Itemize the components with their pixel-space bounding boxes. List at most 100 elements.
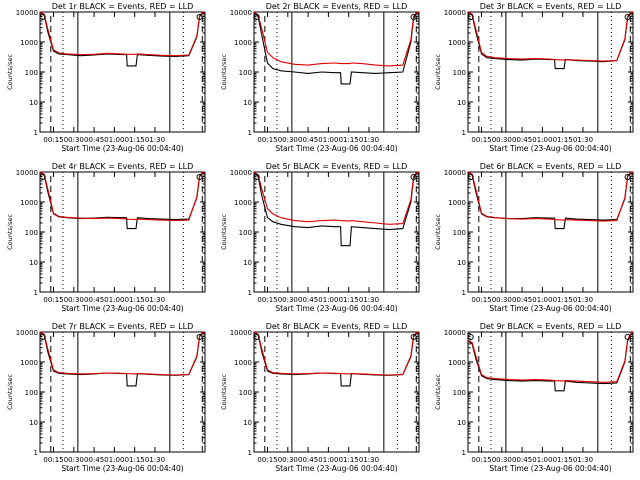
x-tick-label: 01:00 [104,456,124,464]
series-lld-line [39,171,206,222]
y-tick-label: 1 [248,289,252,297]
y-axis-label: Counts/sec [434,214,442,250]
x-tick-label: 00:45 [84,456,104,464]
y-tick-label: 10 [457,419,466,427]
x-tick-label: 01:00 [104,296,124,304]
y-tick-label: 1000 [448,359,466,367]
x-tick-label: 00:45 [512,296,532,304]
x-tick-label: 00:30 [278,456,298,464]
x-tick-label: 01:00 [318,136,338,144]
panel-det-3: Det 3r BLACK = Events, RED = LLD 1 10 100 10… [434,2,634,153]
series-lld-line [39,11,206,57]
y-tick-label: 100 [25,69,38,77]
x-axis-label: Start Time (23-Aug-06 00:04:40) [275,144,397,153]
y-tick-label: 1000 [234,199,252,207]
start-marker [39,174,46,180]
x-tick-label: 00:15 [257,296,277,304]
panel-title: Det 8r BLACK = Events, RED = LLD [266,322,408,331]
y-tick-label: 1 [34,289,38,297]
x-tick-label: 00:30 [492,136,512,144]
x-tick-label: 01:00 [104,136,124,144]
y-tick-label: 100 [239,229,252,237]
y-tick-label: 1 [248,449,252,457]
x-axis-label: Start Time (23-Aug-06 00:04:40) [275,464,397,473]
x-tick-label: 00:30 [64,296,84,304]
y-axis-label: Counts/sec [220,374,228,410]
plot-frame [253,171,420,293]
series-events-line [253,331,420,387]
series-events-line [253,11,420,85]
y-tick-label: 100 [25,389,38,397]
x-tick-label: 00:45 [298,136,318,144]
y-axis-label: Counts/sec [6,214,14,250]
start-marker [253,174,260,180]
x-tick-label: 00:30 [492,296,512,304]
x-tick-label: 00:45 [512,456,532,464]
x-tick-label: 00:15 [43,136,63,144]
panel-det-6: Det 6r BLACK = Events, RED = LLD 1 10 100 10… [434,162,634,313]
x-tick-label: 01:30 [573,296,593,304]
y-tick-label: 10000 [230,329,252,337]
y-tick-label: 10 [29,259,38,267]
x-tick-label: 01:15 [125,296,145,304]
end-marker [196,334,203,340]
x-tick-label: 01:00 [318,456,338,464]
y-tick-label: 100 [453,69,466,77]
y-tick-label: 10000 [230,9,252,17]
panel-title: Det 1r BLACK = Events, RED = LLD [52,2,194,11]
y-axis-label: Counts/sec [434,374,442,410]
start-marker [253,334,260,340]
x-tick-label: 00:45 [84,136,104,144]
end-marker [410,174,417,180]
series-lld-line [467,11,634,62]
panel-title: Det 9r BLACK = Events, RED = LLD [480,322,622,331]
panel-det-8: Det 8r BLACK = Events, RED = LLD 1 10 100 10… [220,322,420,473]
x-tick-label: 01:15 [125,136,145,144]
y-tick-label: 1000 [20,39,38,47]
series-events-line [39,11,206,67]
x-axis-label: Start Time (23-Aug-06 00:04:40) [489,304,611,313]
panel-title: Det 5r BLACK = Events, RED = LLD [266,162,408,171]
panel-title: Det 3r BLACK = Events, RED = LLD [480,2,622,11]
y-tick-label: 100 [239,389,252,397]
panel-det-2: Det 2r BLACK = Events, RED = LLD 1 10 100 10… [220,2,420,153]
panel-title: Det 7r BLACK = Events, RED = LLD [52,322,194,331]
plot-frame [467,11,634,133]
end-marker [624,174,631,180]
x-tick-label: 01:15 [339,136,359,144]
x-tick-label: 01:00 [532,136,552,144]
y-tick-label: 10000 [16,9,38,17]
series-lld-line [253,11,420,67]
y-tick-label: 100 [25,229,38,237]
x-tick-label: 00:30 [64,136,84,144]
y-tick-label: 100 [239,69,252,77]
x-tick-label: 01:30 [573,456,593,464]
y-tick-label: 1000 [20,199,38,207]
y-tick-label: 10 [243,419,252,427]
plot-frame [39,11,206,133]
y-tick-label: 1 [34,129,38,137]
x-tick-label: 01:15 [125,456,145,464]
x-tick-label: 00:45 [512,136,532,144]
x-tick-label: 00:30 [492,456,512,464]
series-events-line [253,171,420,247]
x-axis-label: Start Time (23-Aug-06 00:04:40) [61,144,183,153]
x-tick-label: 00:15 [257,136,277,144]
x-tick-label: 01:00 [532,296,552,304]
x-tick-label: 01:30 [145,456,165,464]
x-tick-label: 00:15 [471,456,491,464]
x-tick-label: 01:30 [359,296,379,304]
start-marker [253,14,260,20]
x-tick-label: 00:15 [257,456,277,464]
x-tick-label: 01:30 [359,456,379,464]
x-tick-label: 01:15 [339,296,359,304]
y-tick-label: 1000 [448,39,466,47]
x-tick-label: 01:30 [359,136,379,144]
y-tick-label: 10000 [444,329,466,337]
series-lld-line [467,171,634,222]
x-tick-label: 00:45 [298,296,318,304]
y-tick-label: 10000 [444,169,466,177]
x-tick-label: 00:30 [64,456,84,464]
x-axis-label: Start Time (23-Aug-06 00:04:40) [489,464,611,473]
